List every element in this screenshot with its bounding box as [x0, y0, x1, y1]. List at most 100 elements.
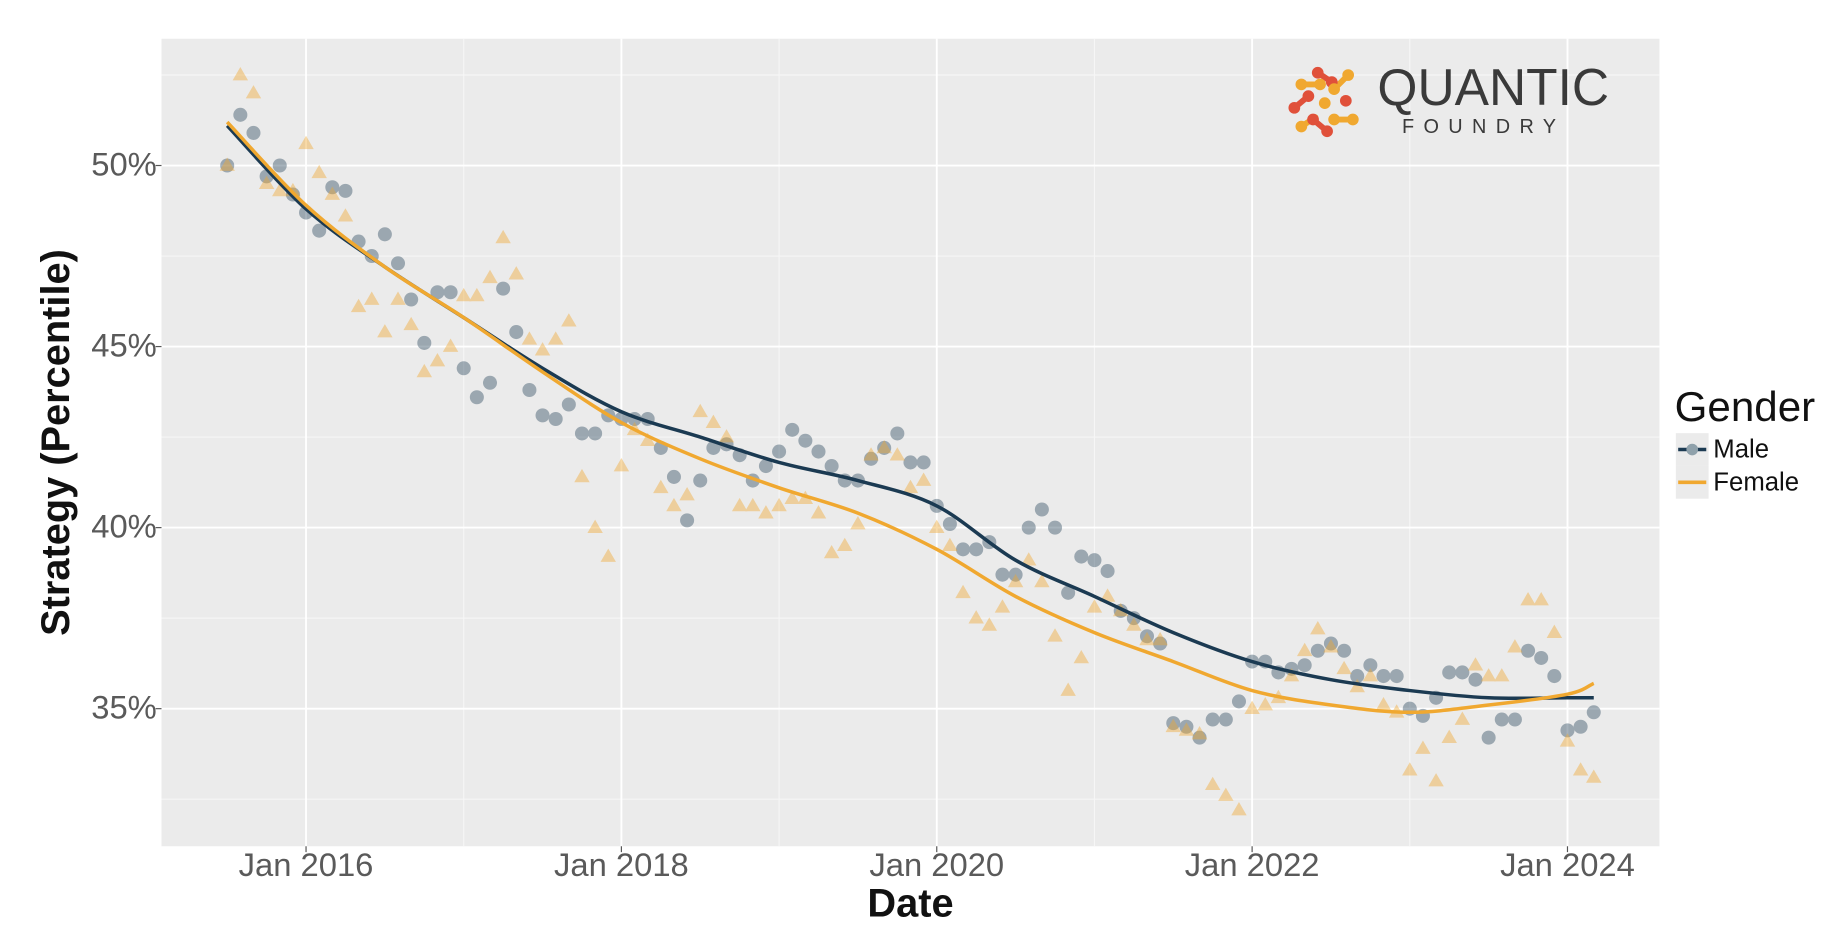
- data-point-circle: [693, 473, 708, 488]
- data-point-triangle: [1060, 682, 1076, 696]
- data-point-circle: [1179, 719, 1194, 734]
- data-point-circle: [588, 426, 603, 441]
- data-point-triangle: [613, 458, 630, 472]
- data-point-circle: [1100, 564, 1115, 579]
- data-point-triangle: [929, 519, 945, 533]
- logo-dots: [1288, 66, 1359, 138]
- data-point-triangle: [1454, 711, 1471, 725]
- data-point-circle: [482, 375, 498, 390]
- data-point-circle: [1061, 585, 1076, 600]
- data-point-triangle: [1283, 668, 1300, 682]
- plot-background: [161, 38, 1660, 847]
- data-point-triangle: [469, 287, 485, 302]
- data-point-circle: [1468, 672, 1483, 687]
- data-point-circle: [1363, 658, 1378, 673]
- legend: Male Female: [1675, 433, 1799, 499]
- data-point-triangle: [810, 505, 827, 519]
- data-point-triangle: [429, 353, 446, 367]
- data-point-triangle: [1520, 592, 1536, 606]
- data-point-triangle: [981, 617, 998, 631]
- data-point-triangle: [705, 414, 722, 428]
- data-point-circle: [680, 513, 695, 528]
- data-point-triangle: [731, 497, 748, 512]
- data-point-circle: [1192, 730, 1207, 745]
- data-point-triangle: [666, 497, 682, 512]
- data-point-triangle: [1126, 617, 1142, 631]
- data-point-circle: [1297, 658, 1312, 673]
- data-point-triangle: [915, 472, 932, 486]
- data-point-triangle: [521, 331, 538, 345]
- data-point-triangle: [1402, 762, 1418, 776]
- data-point-circle: [1376, 669, 1391, 684]
- y-tick-label: 50%: [91, 145, 157, 182]
- data-point-triangle: [600, 548, 616, 562]
- data-point-circle: [1034, 502, 1049, 517]
- data-point-triangle: [1257, 697, 1273, 711]
- data-point-triangle: [1572, 762, 1589, 776]
- data-point-triangle: [1428, 773, 1444, 787]
- data-point-triangle: [1507, 639, 1523, 653]
- data-point-triangle: [232, 66, 249, 81]
- legend-label: Female: [1713, 468, 1799, 496]
- data-point-triangle: [298, 135, 314, 150]
- data-point-circle: [772, 444, 787, 459]
- data-point-triangle: [679, 487, 695, 501]
- data-point-triangle: [771, 497, 787, 512]
- data-point-triangle: [1296, 642, 1313, 657]
- data-point-circle: [1166, 716, 1181, 731]
- data-point-triangle: [968, 610, 984, 624]
- data-point-triangle: [718, 429, 735, 443]
- data-point-circle: [864, 451, 879, 466]
- data-point-triangle: [1204, 776, 1221, 791]
- data-point-triangle: [1336, 660, 1352, 675]
- logo: QUANTIC FOUNDRY: [1288, 58, 1609, 138]
- data-point-triangle: [823, 544, 840, 559]
- data-point-triangle: [1494, 668, 1510, 682]
- data-point-triangle: [574, 468, 590, 483]
- data-point-circle: [312, 223, 327, 238]
- y-tick-label: 35%: [91, 688, 157, 725]
- series-points: [220, 107, 1601, 745]
- legend-key-marker: [1686, 443, 1699, 456]
- data-point-circle: [1507, 712, 1522, 727]
- data-point-circle: [1534, 650, 1549, 665]
- data-point-triangle: [390, 291, 406, 305]
- data-point-circle: [666, 469, 681, 484]
- data-point-triangle: [1244, 700, 1260, 715]
- data-point-circle: [522, 382, 537, 398]
- data-point-triangle: [258, 175, 275, 189]
- data-point-triangle: [837, 537, 853, 552]
- data-point-circle: [1008, 567, 1023, 582]
- data-point-circle: [1205, 712, 1220, 727]
- data-point-circle: [469, 390, 484, 405]
- data-point-triangle: [561, 313, 577, 327]
- data-point-circle: [417, 335, 432, 350]
- data-point-circle: [969, 542, 984, 557]
- data-point-triangle: [245, 85, 262, 99]
- data-point-triangle: [1586, 769, 1602, 783]
- data-point-triangle: [482, 269, 498, 284]
- data-point-circle: [890, 426, 905, 441]
- data-point-circle: [338, 183, 353, 198]
- data-point-circle: [220, 158, 235, 173]
- data-point-triangle: [1218, 787, 1234, 801]
- data-point-circle: [561, 397, 576, 412]
- data-point-triangle: [758, 505, 774, 519]
- data-point-triangle: [889, 447, 906, 461]
- data-point-circle: [995, 567, 1010, 582]
- data-point-circle: [1310, 643, 1325, 658]
- logo-tagline: FOUNDRY: [1402, 116, 1565, 138]
- data-point-circle: [1231, 694, 1246, 709]
- data-point-triangle: [1362, 668, 1379, 682]
- data-point-circle: [956, 542, 971, 557]
- data-point-triangle: [1152, 631, 1168, 646]
- data-point-circle: [548, 411, 563, 427]
- y-axis-title: Strategy (Percentile): [34, 249, 78, 636]
- data-point-circle: [377, 227, 392, 242]
- data-point-circle: [246, 125, 261, 140]
- x-tick-label: Jan 2022: [1185, 846, 1320, 883]
- data-point-circle: [1047, 520, 1063, 535]
- fit-line: [225, 120, 1595, 715]
- data-point-triangle: [902, 479, 919, 494]
